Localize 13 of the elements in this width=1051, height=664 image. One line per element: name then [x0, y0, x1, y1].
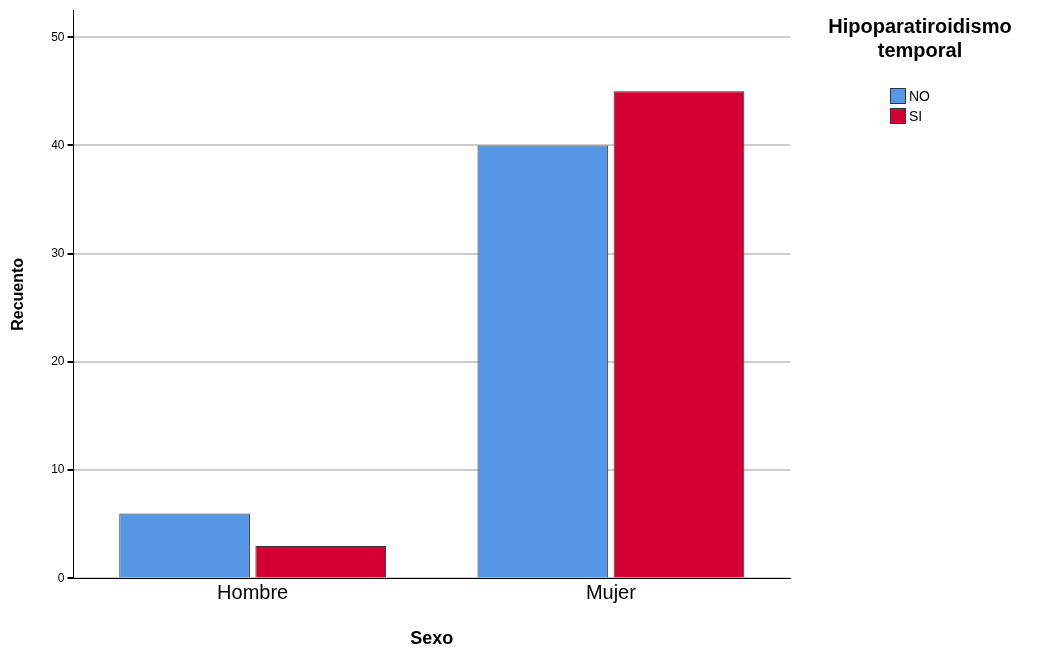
y-axis-title: Recuento	[9, 257, 27, 331]
x-axis-title: Sexo	[410, 628, 454, 649]
legend-label: SI	[909, 108, 923, 124]
y-tick-label: 50	[51, 29, 65, 44]
y-tick-label: 20	[51, 354, 65, 369]
y-tick-label: 0	[57, 570, 65, 585]
y-tick-label: 10	[51, 462, 65, 477]
x-tick-label: Hombre	[217, 580, 289, 603]
legend-title: Hipoparatiroidismo temporal	[827, 14, 1013, 62]
y-tick-label: 30	[51, 246, 65, 261]
x-tick-label: Mujer	[585, 580, 637, 603]
legend-label: NO	[909, 88, 930, 104]
y-tick-label: 40	[51, 137, 65, 152]
